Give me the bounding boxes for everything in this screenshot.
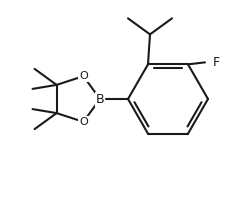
Text: O: O (79, 117, 88, 127)
Text: B: B (95, 93, 104, 106)
Text: F: F (212, 56, 219, 69)
Text: O: O (79, 71, 88, 81)
